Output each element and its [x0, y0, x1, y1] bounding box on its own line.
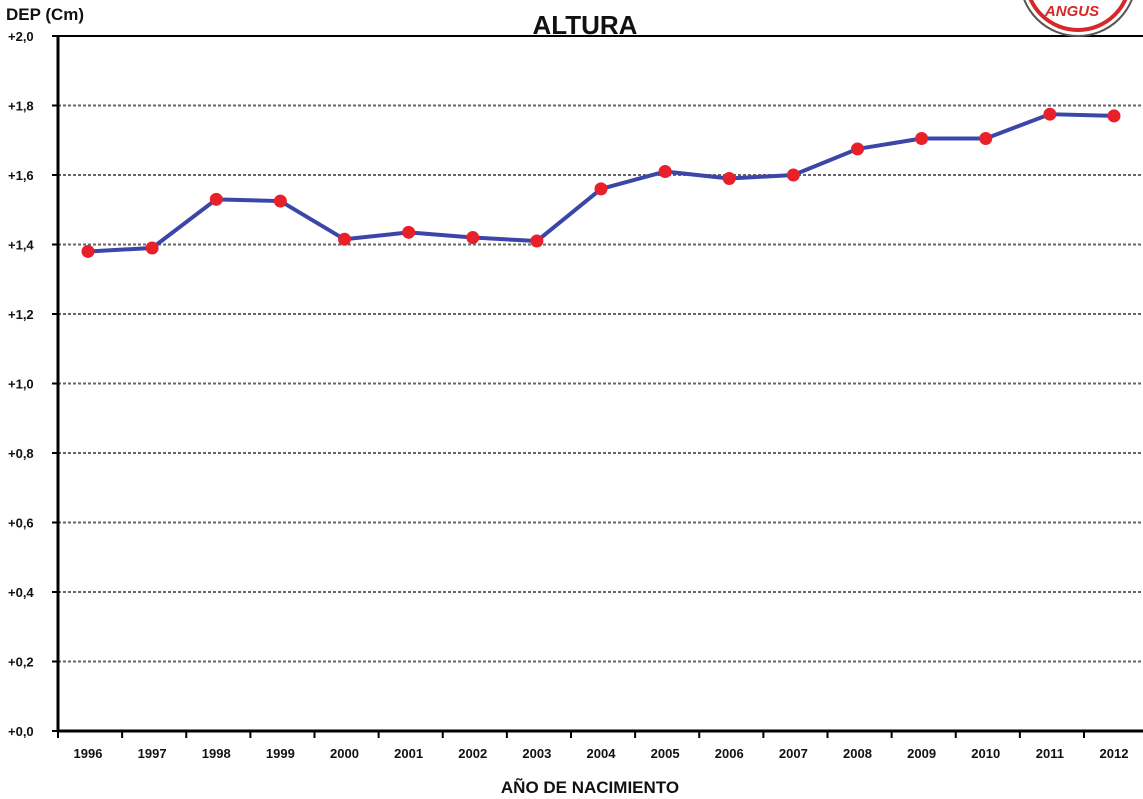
data-point — [530, 234, 544, 248]
x-tick-label: 1999 — [266, 746, 295, 761]
x-tick-labels: 1996 1997 1998 1999 2000 2001 2002 2003 2004 2005… — [74, 746, 1129, 761]
x-axis-label: AÑO DE NACIMIENTO — [501, 777, 679, 797]
data-point — [81, 244, 95, 258]
y-tick-label: +0,4 — [8, 585, 34, 600]
x-tick-label: 1997 — [138, 746, 167, 761]
y-tick-label: +0,0 — [8, 724, 34, 739]
data-point — [209, 192, 223, 206]
x-tick-label: 2011 — [1036, 746, 1064, 761]
data-point — [1107, 109, 1121, 123]
grid-lines — [58, 104, 1143, 663]
y-tick-label: +0,6 — [8, 516, 34, 531]
y-tick-label: +0,2 — [8, 655, 34, 670]
x-tick-label: 2000 — [330, 746, 359, 761]
x-tick-label: 1998 — [202, 746, 231, 761]
series — [81, 107, 1121, 258]
x-tick-label: 2010 — [971, 746, 1000, 761]
x-tick-label: 2008 — [843, 746, 872, 761]
data-point — [273, 194, 287, 208]
x-tick-label: 2001 — [394, 746, 423, 761]
x-tick-label: 2005 — [651, 746, 680, 761]
y-axis-label: DEP (Cm) — [6, 5, 84, 24]
data-point — [466, 231, 480, 245]
data-point — [851, 142, 864, 156]
x-tick-label: 2009 — [907, 746, 936, 761]
x-tick-label: 2003 — [522, 746, 551, 761]
data-point — [402, 225, 416, 239]
data-point — [786, 168, 800, 182]
x-tick-label: 2012 — [1100, 746, 1129, 761]
axes — [52, 35, 1143, 738]
data-point — [594, 182, 608, 196]
y-tick-label: +1,2 — [8, 307, 34, 322]
y-tick-label: +1,8 — [8, 99, 34, 114]
x-tick-label: 2004 — [587, 746, 617, 761]
angus-logo: ANGUS — [1023, 0, 1133, 37]
data-point — [1043, 107, 1057, 121]
x-tick-label: 2006 — [715, 746, 744, 761]
y-tick-label: +1,4 — [8, 238, 34, 253]
data-point — [658, 165, 672, 179]
chart-title: ALTURA — [533, 10, 638, 40]
data-point — [722, 171, 736, 185]
y-tick-label: +1,6 — [8, 168, 34, 183]
x-tick-label: 2007 — [779, 746, 808, 761]
data-point — [915, 132, 929, 146]
y-tick-label: +0,8 — [8, 446, 34, 461]
y-tick-labels: +0,0 +0,2 +0,4 +0,6 +0,8 +1,0 +1,2 +1,4 +1,6 +1,8… — [8, 29, 34, 739]
y-tick-label: +1,0 — [8, 377, 34, 392]
data-point — [979, 132, 993, 146]
x-tick-label: 1996 — [74, 746, 103, 761]
logo-text: ANGUS — [1044, 3, 1099, 20]
x-tick-label: 2002 — [458, 746, 487, 761]
y-tick-label: +2,0 — [8, 29, 34, 44]
data-point — [145, 241, 159, 255]
data-point — [338, 232, 351, 246]
